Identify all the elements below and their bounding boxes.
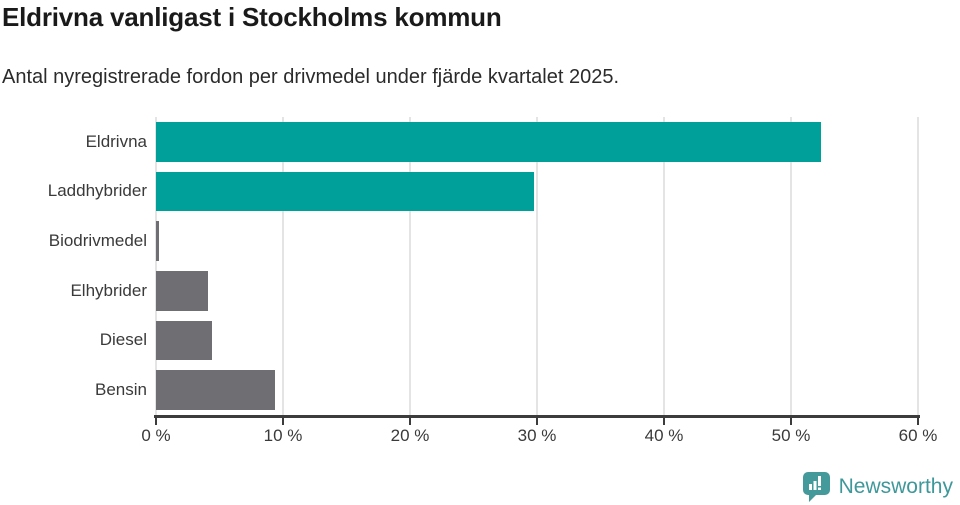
gridline [917, 117, 919, 415]
x-tick-label: 40 % [644, 426, 684, 445]
category-label: Diesel [99, 330, 147, 350]
x-tick-label: 20 % [390, 426, 430, 445]
gridline [790, 117, 792, 415]
category-label: Biodrivmedel [48, 231, 147, 251]
x-axis-tick [663, 417, 665, 425]
bar [156, 171, 535, 212]
chart-subtitle: Antal nyregistrerade fordon per drivmede… [2, 66, 620, 88]
newsworthy-icon [802, 472, 830, 502]
x-tick-label: 30 % [517, 426, 557, 445]
x-axis-tick [536, 417, 538, 425]
bar [156, 320, 212, 361]
brand-name: Newsworthy [838, 475, 953, 498]
gridline [663, 117, 665, 415]
category-label: Elhybrider [70, 280, 147, 300]
x-axis-line [154, 415, 920, 418]
x-tick-label: 0 % [141, 426, 171, 445]
x-tick-label: 50 % [771, 426, 811, 445]
gridline [282, 117, 284, 415]
gridline [155, 117, 157, 415]
bar [156, 122, 822, 162]
gridline [409, 117, 411, 415]
x-tick-label: 60 % [898, 426, 938, 445]
chart-title: Eldrivna vanligast i Stockholms kommun [2, 2, 502, 32]
bar [156, 271, 209, 311]
bar [156, 370, 276, 410]
gridline [536, 117, 538, 415]
bar [156, 221, 159, 261]
x-axis-tick [155, 417, 157, 425]
category-label: Eldrivna [85, 131, 147, 151]
category-label: Laddhybrider [47, 181, 147, 201]
brand-logo: Newsworthy [802, 471, 953, 503]
x-axis-tick [790, 417, 792, 425]
x-axis-tick [409, 417, 411, 425]
x-axis-tick [917, 417, 919, 425]
x-axis-tick [282, 417, 284, 425]
x-tick-label: 10 % [263, 426, 303, 445]
category-label: Bensin [95, 380, 147, 400]
